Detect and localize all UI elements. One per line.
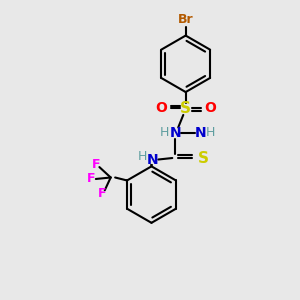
Text: O: O — [205, 101, 217, 116]
Text: O: O — [155, 101, 167, 116]
Text: H: H — [138, 150, 147, 163]
Text: F: F — [92, 158, 100, 171]
Text: F: F — [98, 187, 106, 200]
Text: N: N — [147, 152, 159, 167]
Text: N: N — [169, 126, 181, 140]
Text: H: H — [206, 126, 215, 139]
Text: S: S — [180, 101, 191, 116]
Text: H: H — [160, 126, 170, 139]
Text: F: F — [87, 172, 96, 185]
Text: S: S — [198, 151, 209, 166]
Text: Br: Br — [178, 13, 194, 26]
Text: N: N — [195, 126, 206, 140]
